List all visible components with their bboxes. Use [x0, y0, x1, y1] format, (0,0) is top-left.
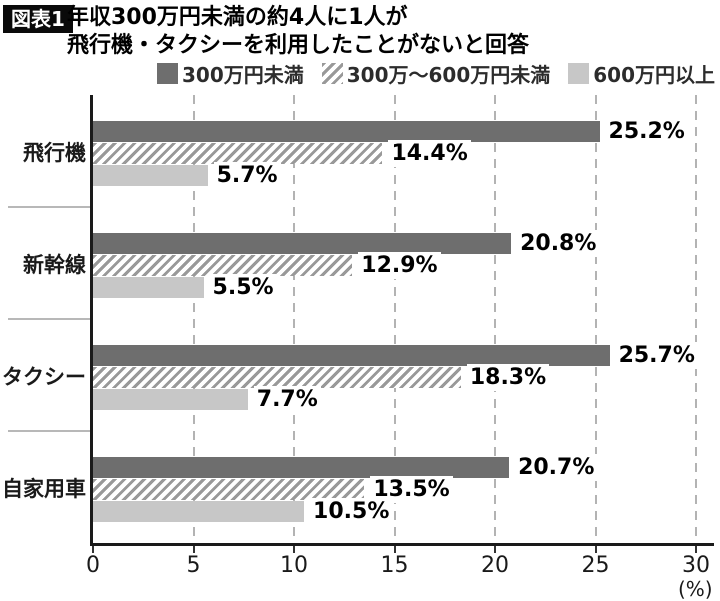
gridline-15: [393, 95, 396, 543]
chart-title-line2: 飛行機・タクシーを利用したことがないと回答: [67, 33, 530, 58]
x-tick-label-10: 10: [280, 553, 308, 578]
category-separator: [8, 430, 90, 432]
legend-item-300-to-600: 300万〜600万円未満: [321, 59, 551, 88]
category-label-shinkansen: 新幹線: [23, 253, 86, 277]
legend-label: 300万〜600万円未満: [346, 62, 551, 87]
x-tick-label-30: 30: [682, 553, 710, 578]
bar-value-label: 20.8%: [517, 230, 600, 257]
gridline-20: [494, 95, 496, 543]
bar-over-600-private-car: [93, 501, 305, 522]
y-axis-line: [90, 95, 93, 546]
bar-value-label: 7.7%: [253, 386, 321, 413]
bar-300-to-600-shinkansen: [93, 255, 353, 276]
gridline-25: [594, 95, 597, 543]
gridline-30: [695, 95, 697, 543]
x-tick-15: [393, 546, 396, 553]
category-label-airplane: 飛行機: [23, 141, 86, 165]
bar-over-600-airplane: [93, 165, 208, 186]
bar-under-300-airplane: [93, 121, 600, 142]
x-tick-label-5: 5: [186, 553, 201, 578]
legend-swatch-solid-light: [568, 62, 590, 84]
legend-swatch-solid-dark: [157, 62, 178, 84]
legend-item-over-600: 600万円以上: [568, 59, 715, 88]
x-tick-label-15: 15: [380, 553, 409, 578]
chart-title: 年収300万円未満の約4人に1人が 飛行機・タクシーを利用したことがないと回答: [67, 4, 529, 60]
category-separator: [8, 206, 90, 208]
bar-value-label: 18.3%: [466, 364, 550, 391]
legend-item-under-300: 300万円未満: [157, 59, 304, 88]
x-tick-label-0: 0: [86, 553, 100, 578]
x-tick-0: [92, 546, 94, 553]
x-tick-25: [594, 546, 597, 553]
category-label-private-car: 自家用車: [2, 477, 86, 501]
bar-300-to-600-airplane: [93, 143, 383, 164]
bar-under-300-private-car: [93, 457, 510, 478]
gridline-10: [293, 95, 295, 543]
x-tick-label-20: 20: [481, 553, 509, 578]
bar-over-600-shinkansen: [93, 277, 204, 298]
bar-value-label: 10.5%: [310, 498, 393, 525]
bar-value-label: 12.9%: [358, 252, 441, 279]
legend-label: 300万円未満: [182, 62, 304, 87]
bar-300-to-600-private-car: [93, 479, 365, 500]
bar-value-label: 14.4%: [388, 140, 471, 167]
legend-label: 600万円以上: [593, 62, 715, 87]
category-separator: [8, 318, 90, 320]
bar-over-600-taxi: [93, 389, 248, 410]
bar-value-label: 5.5%: [209, 274, 277, 301]
gridline-5: [192, 95, 195, 543]
x-tick-20: [494, 546, 496, 553]
bar-value-label: 25.2%: [605, 118, 688, 145]
bar-under-300-shinkansen: [93, 233, 512, 254]
x-tick-5: [192, 546, 195, 553]
x-tick-30: [695, 546, 697, 553]
legend-swatch-hatched: [321, 62, 343, 84]
bar-300-to-600-taxi: [93, 367, 461, 388]
bar-value-label: 25.7%: [615, 342, 698, 369]
bar-value-label: 20.7%: [515, 454, 598, 481]
x-axis-line: [90, 543, 714, 546]
figure-badge: 図表1: [3, 5, 73, 33]
x-tick-10: [293, 546, 295, 553]
category-label-taxi: タクシー: [2, 365, 86, 389]
legend: 300万円未満 300万〜600万円未満 600万円以上: [0, 59, 715, 87]
chart-title-line1: 年収300万円未満の約4人に1人が: [67, 5, 408, 30]
bar-under-300-taxi: [93, 345, 610, 366]
x-tick-label-25: 25: [581, 553, 610, 578]
bar-value-label: 5.7%: [213, 162, 281, 189]
x-axis-unit-label: (%): [678, 577, 713, 601]
